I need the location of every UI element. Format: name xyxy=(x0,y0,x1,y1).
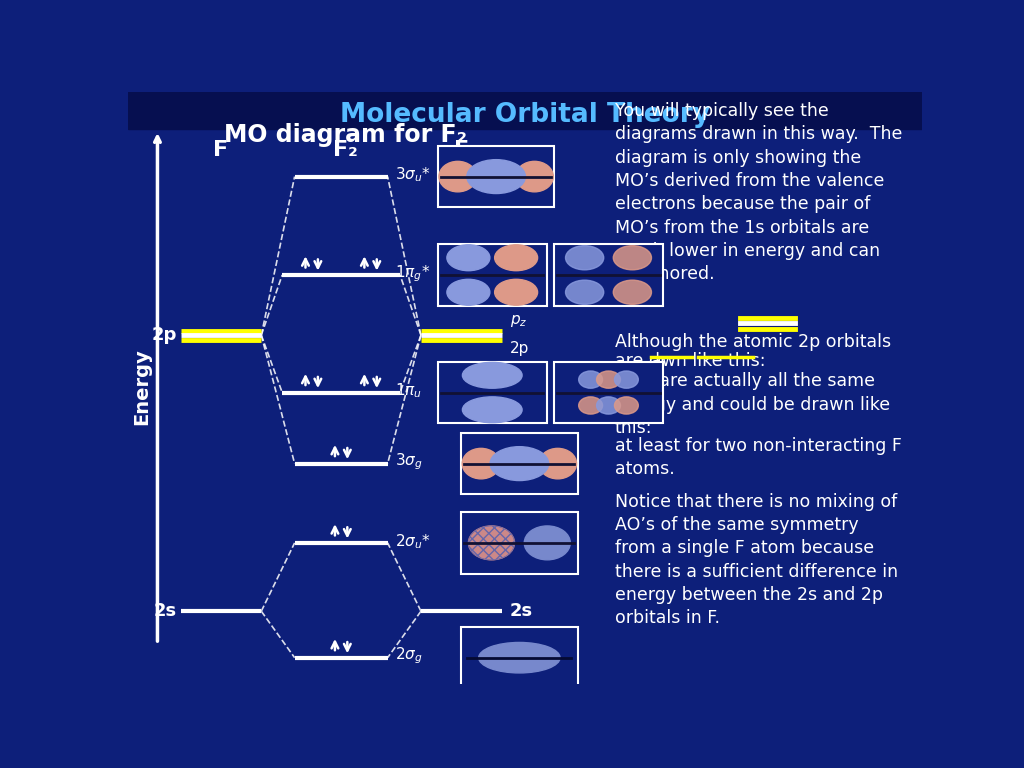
Text: F: F xyxy=(213,140,228,160)
Text: MO diagram for F₂: MO diagram for F₂ xyxy=(223,123,467,147)
Ellipse shape xyxy=(463,362,522,389)
Ellipse shape xyxy=(597,371,621,389)
Text: 3$\sigma_g$: 3$\sigma_g$ xyxy=(395,452,423,472)
Ellipse shape xyxy=(613,280,651,304)
FancyBboxPatch shape xyxy=(461,512,578,574)
Text: they are actually all the same
energy and could be drawn like
this:: they are actually all the same energy an… xyxy=(614,372,890,437)
Ellipse shape xyxy=(495,245,538,270)
Ellipse shape xyxy=(478,643,560,673)
Ellipse shape xyxy=(579,371,602,389)
Bar xyxy=(128,92,922,129)
Text: 2$\sigma_u$*: 2$\sigma_u$* xyxy=(395,532,431,551)
FancyBboxPatch shape xyxy=(461,627,578,688)
FancyBboxPatch shape xyxy=(438,362,547,423)
Text: 2s: 2s xyxy=(510,602,534,621)
Ellipse shape xyxy=(539,449,577,479)
Ellipse shape xyxy=(495,280,538,305)
Ellipse shape xyxy=(446,280,489,305)
FancyBboxPatch shape xyxy=(554,362,663,423)
Text: at least for two non-interacting F
atoms.: at least for two non-interacting F atoms… xyxy=(614,437,901,478)
Ellipse shape xyxy=(446,245,489,270)
Ellipse shape xyxy=(565,246,604,270)
Ellipse shape xyxy=(468,526,514,560)
Text: Notice that there is no mixing of
AO’s of the same symmetry
from a single F atom: Notice that there is no mixing of AO’s o… xyxy=(614,492,898,627)
Text: Molecular Orbital Theory: Molecular Orbital Theory xyxy=(340,102,710,128)
Text: are dr: are dr xyxy=(614,353,667,370)
Text: 1$\pi_g$*: 1$\pi_g$* xyxy=(395,263,431,283)
Text: Although the atomic 2p orbitals: Although the atomic 2p orbitals xyxy=(614,333,891,351)
Text: Energy: Energy xyxy=(132,349,152,425)
Text: 3$\sigma_u$*: 3$\sigma_u$* xyxy=(395,166,431,184)
Ellipse shape xyxy=(614,371,638,389)
Ellipse shape xyxy=(467,160,525,194)
Text: 1$\pi_u$: 1$\pi_u$ xyxy=(395,382,423,400)
Ellipse shape xyxy=(462,449,500,479)
Ellipse shape xyxy=(463,397,522,422)
Text: F: F xyxy=(454,140,469,160)
Ellipse shape xyxy=(490,447,549,481)
Ellipse shape xyxy=(613,246,651,270)
Ellipse shape xyxy=(565,280,604,304)
Ellipse shape xyxy=(614,397,638,414)
FancyBboxPatch shape xyxy=(438,146,554,207)
Ellipse shape xyxy=(516,161,553,192)
Ellipse shape xyxy=(439,161,476,192)
Ellipse shape xyxy=(524,526,570,560)
Ellipse shape xyxy=(597,397,621,414)
Text: 2s: 2s xyxy=(154,602,177,621)
FancyBboxPatch shape xyxy=(461,433,578,495)
Text: 2$\sigma_g$: 2$\sigma_g$ xyxy=(395,646,423,667)
Text: You will typically see the
diagrams drawn in this way.  The
diagram is only show: You will typically see the diagrams draw… xyxy=(614,102,902,283)
Text: F₂: F₂ xyxy=(333,140,357,160)
FancyBboxPatch shape xyxy=(554,244,663,306)
Text: $p_z$: $p_z$ xyxy=(510,313,527,329)
FancyBboxPatch shape xyxy=(438,244,547,306)
Text: 2p: 2p xyxy=(152,326,177,344)
Ellipse shape xyxy=(579,397,602,414)
Text: 2p: 2p xyxy=(510,341,529,356)
Text: awn like this:: awn like this: xyxy=(651,353,766,370)
